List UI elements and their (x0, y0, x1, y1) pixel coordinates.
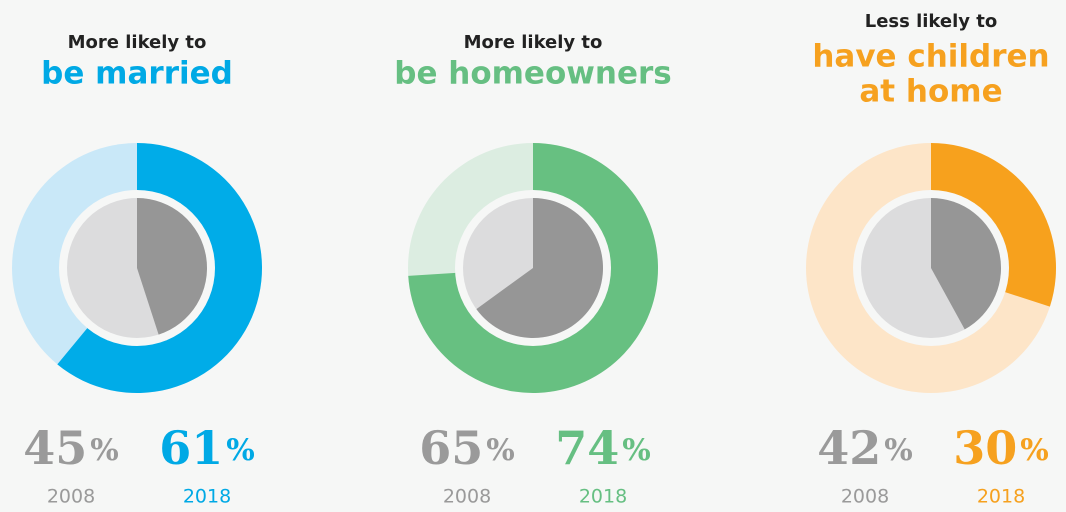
value-number: 30 (953, 421, 1017, 475)
value-number: 65 (419, 421, 483, 475)
value-number: 74 (555, 421, 619, 475)
value-number: 42 (817, 421, 881, 475)
legend-year: 2018 (579, 486, 627, 508)
legend-year: 2008 (443, 486, 491, 508)
value-unit: % (90, 433, 119, 468)
value-unit: % (486, 433, 515, 468)
value-unit: % (1020, 433, 1049, 468)
legend-year: 2018 (977, 486, 1025, 508)
title: at home (859, 74, 1002, 110)
title: be homeowners (394, 56, 671, 92)
legend-year: 2008 (47, 486, 95, 508)
subtitle: Less likely to (865, 11, 998, 32)
value-number: 45 (23, 421, 87, 475)
value-label: 61% (159, 421, 255, 475)
value-label: 30% (953, 421, 1049, 475)
value-label: 65% (419, 421, 515, 475)
inner-pie (931, 198, 1001, 330)
value-label: 42% (817, 421, 913, 475)
inner-pie (476, 198, 603, 338)
legend-year: 2018 (183, 486, 231, 508)
value-unit: % (884, 433, 913, 468)
value-label: 74% (555, 421, 651, 475)
value-number: 61 (159, 421, 223, 475)
subtitle: More likely to (68, 32, 207, 53)
subtitle: More likely to (464, 32, 603, 53)
legend-year: 2008 (841, 486, 889, 508)
value-unit: % (622, 433, 651, 468)
value-label: 45% (23, 421, 119, 475)
title: be married (41, 56, 233, 92)
value-unit: % (226, 433, 255, 468)
title: have children (812, 39, 1049, 75)
inner-pie (137, 198, 207, 335)
